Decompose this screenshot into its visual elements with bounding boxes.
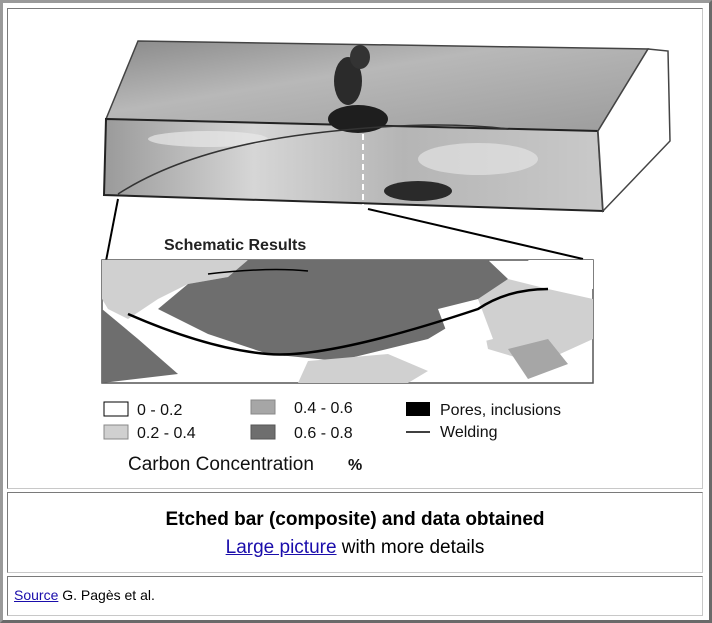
legend-label-0-0.2: 0 - 0.2 bbox=[137, 402, 182, 419]
caption-cell: Etched bar (composite) and data obtained… bbox=[7, 492, 703, 573]
schematic-title: Schematic Results bbox=[164, 237, 306, 254]
etched-bar-photo bbox=[102, 40, 671, 213]
legend-label-pores: Pores, inclusions bbox=[440, 402, 561, 419]
figure-cell: Schematic Results 0 - 0.2 0.2 bbox=[7, 8, 703, 489]
legend-label-0.2-0.4: 0.2 - 0.4 bbox=[137, 425, 196, 442]
caption-suffix: with more details bbox=[336, 537, 485, 558]
large-picture-link[interactable]: Large picture bbox=[225, 537, 337, 558]
carbon-legend: 0 - 0.2 0.2 - 0.4 0.4 - 0.6 0.6 - 0.8 Po… bbox=[103, 399, 561, 442]
legend-label-0.6-0.8: 0.6 - 0.8 bbox=[294, 425, 353, 442]
source-cell: Source G. Pagès et al. bbox=[7, 576, 703, 616]
source-text: G. Pagès et al. bbox=[58, 587, 155, 603]
source-line: Source G. Pagès et al. bbox=[14, 587, 155, 603]
schematic-map bbox=[101, 259, 594, 384]
caption-subline: Large picture with more details bbox=[8, 537, 702, 559]
etched-bar-figure: Schematic Results 0 - 0.2 0.2 bbox=[101, 40, 671, 475]
caption-title: Etched bar (composite) and data obtained bbox=[165, 509, 545, 530]
source-link[interactable]: Source bbox=[14, 587, 59, 603]
legend-label-welding: Welding bbox=[440, 424, 498, 441]
unit-label: % bbox=[348, 457, 362, 474]
perspective-line-right bbox=[367, 208, 584, 260]
legend-label-0.4-0.6: 0.4 - 0.6 bbox=[294, 400, 353, 417]
perspective-line-left bbox=[105, 198, 119, 262]
carbon-concentration-label: Carbon Concentration bbox=[128, 454, 314, 475]
